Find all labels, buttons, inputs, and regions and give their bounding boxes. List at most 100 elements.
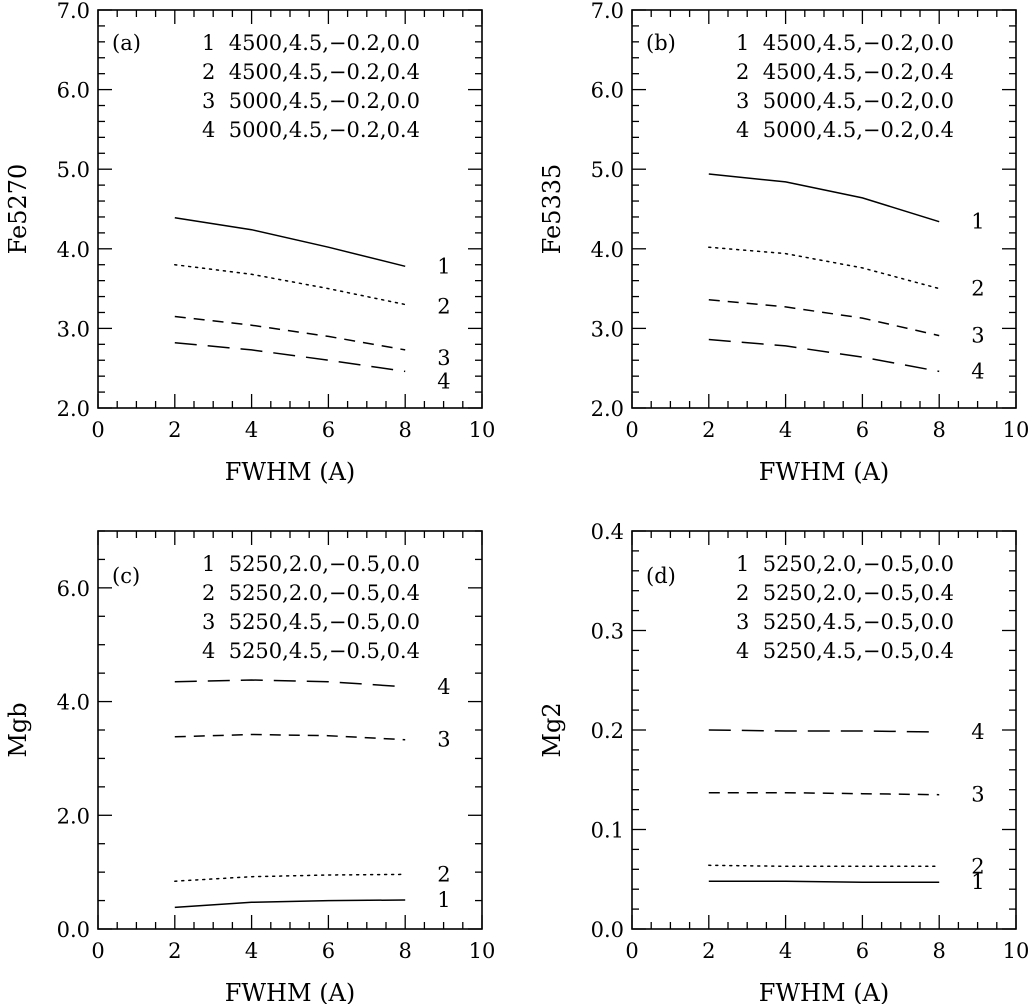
y-tick-label: 4.0 xyxy=(591,238,624,262)
legend-entry: 1 5250,2.0,−0.5,0.0 xyxy=(202,552,420,576)
series-end-label: 2 xyxy=(437,862,450,886)
y-axis-label: Fe5335 xyxy=(538,164,566,255)
x-tick-label: 2 xyxy=(702,939,715,963)
x-tick-label: 8 xyxy=(399,418,412,442)
x-tick-label: 6 xyxy=(856,939,869,963)
x-tick-label: 6 xyxy=(856,418,869,442)
series-line-4 xyxy=(708,729,940,733)
chart-panel-c: 0 2 4 6 8 10 0.0 2.0 4.0 6.0 FWHM (A) Mgb (c) 1 5250,… xyxy=(4,530,496,1004)
legend-entry: 3 5250,4.5,−0.5,0.0 xyxy=(736,610,954,634)
legend-entry: 2 4500,4.5,−0.2,0.4 xyxy=(202,60,420,84)
y-tick-label: 5.0 xyxy=(591,158,624,182)
series-line-1 xyxy=(174,217,406,268)
y-tick-label: 6.0 xyxy=(591,79,624,103)
series-end-label: 4 xyxy=(971,359,984,383)
y-tick-label: 6.0 xyxy=(57,79,90,103)
y-tick-label: 3.0 xyxy=(57,317,90,341)
x-tick-label: 10 xyxy=(469,939,496,963)
x-axis-label: FWHM (A) xyxy=(759,979,890,1004)
panel-label: (a) xyxy=(112,31,141,55)
y-axis-label: Mg2 xyxy=(538,702,566,757)
x-tick-label: 10 xyxy=(1003,418,1028,442)
series-line-1 xyxy=(174,899,406,909)
x-axis-label: FWHM (A) xyxy=(225,979,356,1004)
x-tick-label: 8 xyxy=(933,939,946,963)
series-end-label: 3 xyxy=(437,728,450,752)
series-line-3 xyxy=(174,315,406,351)
series-line-2 xyxy=(708,864,940,868)
x-tick-label: 2 xyxy=(168,418,181,442)
chart-panel-a: 0 2 4 6 8 10 2.0 3.0 4.0 5.0 6.0 7.0 FWHM (A) Fe5270 (… xyxy=(4,0,495,486)
series-line-4 xyxy=(708,338,940,373)
series-end-label: 2 xyxy=(971,854,984,878)
legend-entry: 3 5000,4.5,−0.2,0.0 xyxy=(736,89,954,113)
legend-entry: 1 4500,4.5,−0.2,0.0 xyxy=(202,31,420,55)
legend-entry: 1 5250,2.0,−0.5,0.0 xyxy=(736,552,954,576)
x-axis-label: FWHM (A) xyxy=(759,458,890,486)
chart-panel-b: 0 2 4 6 8 10 2.0 3.0 4.0 5.0 6.0 7.0 FWHM (A) Fe5335 (… xyxy=(538,0,1028,486)
y-tick-label: 2.0 xyxy=(57,397,90,421)
x-tick-label: 6 xyxy=(322,418,335,442)
x-tick-label: 6 xyxy=(322,939,335,963)
series-line-3 xyxy=(708,298,940,337)
y-tick-label: 0.4 xyxy=(591,520,624,544)
legend-entry: 2 5250,2.0,−0.5,0.4 xyxy=(736,581,954,605)
series-line-1 xyxy=(708,173,940,223)
series-line-3 xyxy=(174,733,406,741)
series-end-label: 2 xyxy=(971,277,984,301)
x-tick-label: 8 xyxy=(933,418,946,442)
x-tick-label: 0 xyxy=(625,939,638,963)
legend-entry: 4 5000,4.5,−0.2,0.4 xyxy=(202,118,420,142)
x-tick-label: 0 xyxy=(91,418,104,442)
x-tick-label: 2 xyxy=(702,418,715,442)
series-line-2 xyxy=(708,246,940,290)
legend-entry: 2 5250,2.0,−0.5,0.4 xyxy=(202,581,420,605)
x-tick-label: 10 xyxy=(469,418,496,442)
chart-panel-d: 0 2 4 6 8 10 0.0 0.1 0.2 0.3 0.4 FWHM (A) Mg2 (d) 1 52… xyxy=(538,520,1028,1004)
x-tick-label: 10 xyxy=(1003,939,1028,963)
y-tick-label: 7.0 xyxy=(591,0,624,23)
series-end-label: 1 xyxy=(437,254,450,278)
panel-label: (b) xyxy=(646,31,676,55)
x-tick-label: 0 xyxy=(625,418,638,442)
panel-label: (d) xyxy=(646,564,676,588)
y-axis-label: Mgb xyxy=(4,702,32,757)
y-tick-label: 5.0 xyxy=(57,158,90,182)
legend-entry: 4 5250,4.5,−0.5,0.4 xyxy=(736,639,954,663)
y-tick-label: 6.0 xyxy=(57,577,90,601)
x-tick-label: 4 xyxy=(245,939,258,963)
series-end-label: 1 xyxy=(971,210,984,234)
legend-entry: 4 5250,4.5,−0.5,0.4 xyxy=(202,639,420,663)
legend-entry: 1 4500,4.5,−0.2,0.0 xyxy=(736,31,954,55)
y-tick-label: 2.0 xyxy=(57,804,90,828)
y-tick-label: 7.0 xyxy=(57,0,90,23)
y-tick-label: 4.0 xyxy=(57,691,90,715)
series-line-4 xyxy=(174,679,406,688)
y-tick-label: 0.2 xyxy=(591,719,624,743)
y-tick-label: 0.0 xyxy=(591,918,624,942)
x-tick-label: 4 xyxy=(245,418,258,442)
y-tick-label: 4.0 xyxy=(57,238,90,262)
series-end-label: 1 xyxy=(971,870,984,894)
x-tick-label: 4 xyxy=(779,418,792,442)
panel-label: (c) xyxy=(112,564,140,588)
series-end-label: 2 xyxy=(437,295,450,319)
x-tick-label: 0 xyxy=(91,939,104,963)
series-end-label: 3 xyxy=(971,324,984,348)
series-end-label: 3 xyxy=(971,783,984,807)
series-end-label: 1 xyxy=(437,888,450,912)
legend-entry: 4 5000,4.5,−0.2,0.4 xyxy=(736,118,954,142)
y-tick-label: 0.3 xyxy=(591,620,624,644)
series-line-3 xyxy=(708,791,940,796)
series-end-label: 4 xyxy=(437,675,450,699)
y-axis-label: Fe5270 xyxy=(4,164,32,255)
series-line-4 xyxy=(174,341,406,373)
y-tick-label: 0.0 xyxy=(57,918,90,942)
x-tick-label: 8 xyxy=(399,939,412,963)
y-tick-label: 0.1 xyxy=(591,819,624,843)
series-line-2 xyxy=(174,873,406,882)
series-line-1 xyxy=(708,880,940,883)
series-end-label: 4 xyxy=(437,369,450,393)
legend-entry: 3 5250,4.5,−0.5,0.0 xyxy=(202,610,420,634)
